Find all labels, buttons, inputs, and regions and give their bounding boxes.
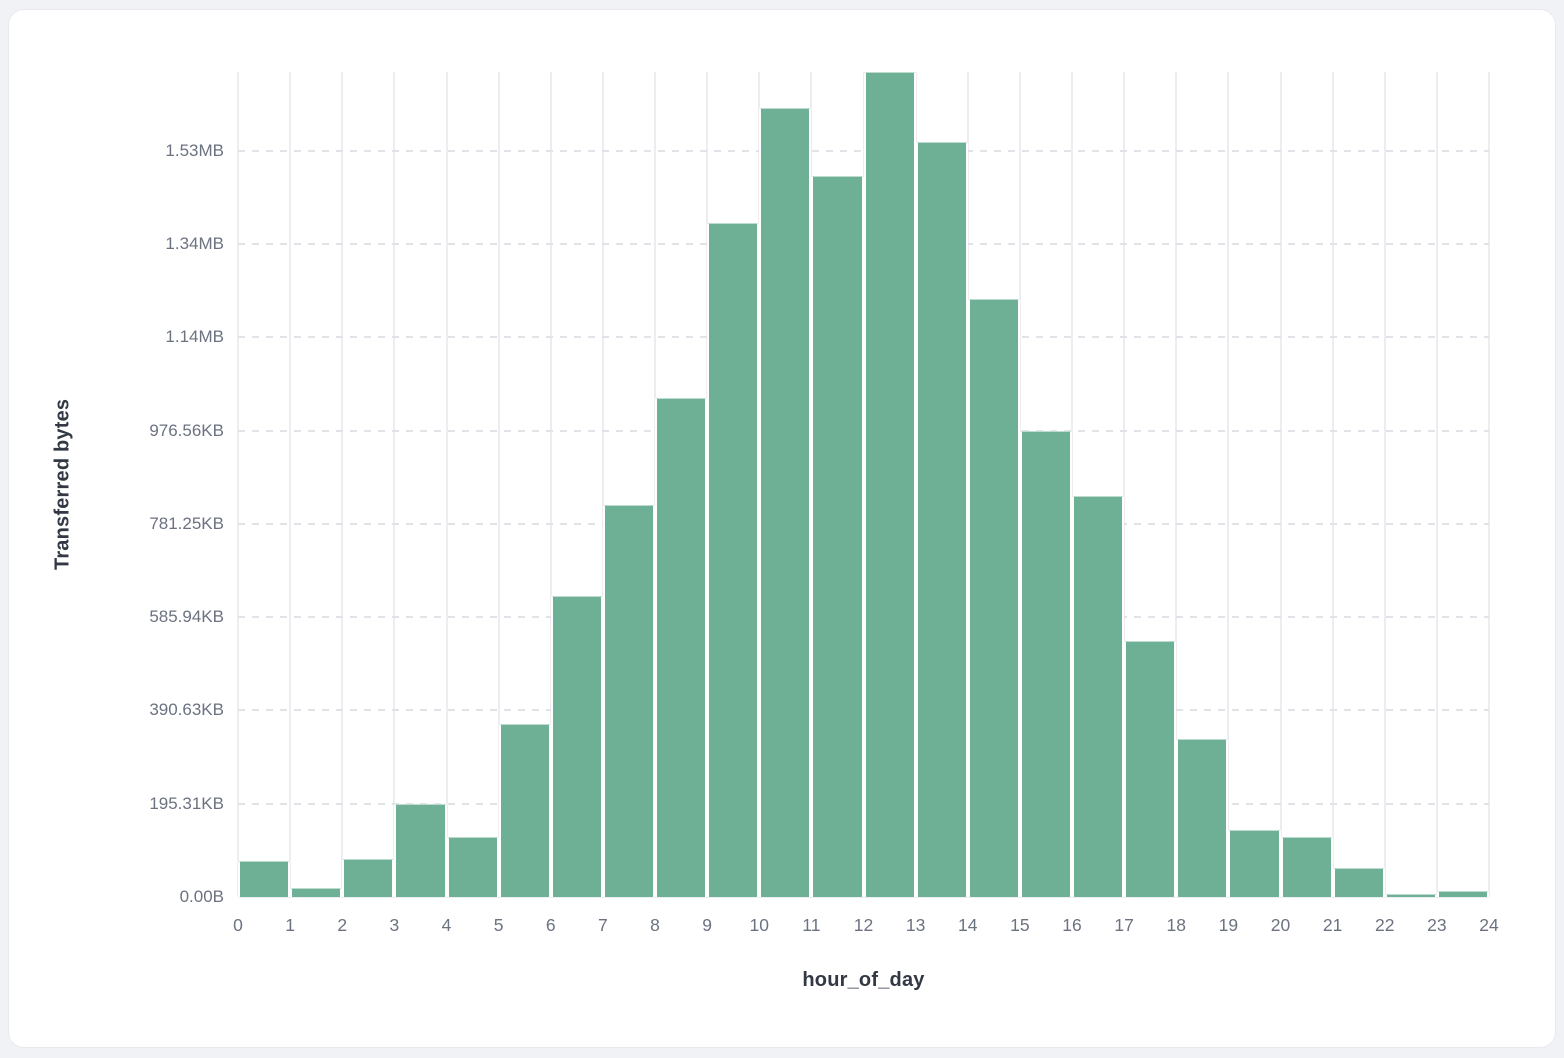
- y-axis-tick-labels: 0.00B 195.31KB 390.63KB 585.94KB 781.25KB 976…: [0, 72, 224, 906]
- x-tick-label: 18: [1166, 915, 1186, 935]
- y-tick-label: 0.00B: [179, 887, 224, 906]
- bar-hour-11[interactable]: [811, 176, 864, 897]
- bar-hour-17[interactable]: [1124, 640, 1177, 897]
- y-tick-label: 976.56KB: [149, 420, 224, 440]
- x-tick-label: 19: [1218, 915, 1239, 935]
- y-tick-label: 195.31KB: [149, 793, 224, 813]
- bar-hour-1[interactable]: [290, 888, 343, 897]
- x-tick-label: 17: [1114, 915, 1134, 935]
- bar-hour-20[interactable]: [1280, 837, 1333, 897]
- x-axis-line: [238, 897, 1489, 898]
- x-tick-label: 20: [1270, 915, 1291, 935]
- bar-hour-7[interactable]: [602, 504, 655, 897]
- vertical-gridline: [1331, 72, 1334, 897]
- bar-hour-2[interactable]: [342, 859, 395, 897]
- x-tick-label: 0: [233, 915, 243, 935]
- bar-hour-0[interactable]: [238, 861, 291, 897]
- bar-hour-13[interactable]: [915, 141, 968, 897]
- bar-hour-4[interactable]: [446, 837, 499, 897]
- bar-hour-12[interactable]: [863, 72, 916, 897]
- vertical-gridline: [1123, 72, 1126, 897]
- bar-hour-8[interactable]: [655, 397, 708, 897]
- bar-hour-22[interactable]: [1384, 894, 1437, 897]
- x-tick-label: 2: [337, 915, 348, 935]
- bar-hour-16[interactable]: [1072, 496, 1125, 897]
- x-tick-label: 10: [749, 915, 769, 935]
- x-tick-label: 12: [853, 915, 874, 935]
- x-tick-label: 8: [650, 915, 660, 935]
- vertical-gridline: [341, 72, 344, 897]
- x-tick-label: 6: [545, 915, 556, 935]
- x-tick-label: 5: [493, 915, 504, 935]
- bar-hour-3[interactable]: [394, 804, 447, 897]
- x-tick-label: 15: [1010, 915, 1030, 935]
- x-tick-label: 22: [1375, 915, 1395, 935]
- bars-layer: [238, 72, 1489, 897]
- bar-hour-18[interactable]: [1176, 739, 1229, 897]
- x-tick-label: 3: [389, 915, 400, 935]
- y-tick-label: 1.34MB: [165, 234, 224, 254]
- vertical-gridline: [1227, 72, 1230, 897]
- bar-hour-23[interactable]: [1436, 890, 1489, 897]
- vertical-gridline: [393, 72, 396, 897]
- bar-hour-10[interactable]: [759, 107, 812, 897]
- y-tick-label: 781.25KB: [149, 513, 224, 533]
- x-tick-label: 4: [441, 915, 452, 935]
- bar-hour-21[interactable]: [1332, 868, 1385, 897]
- x-tick-label: 23: [1427, 915, 1447, 935]
- y-tick-label: 585.94KB: [149, 607, 224, 627]
- vertical-gridline: [497, 72, 500, 897]
- bar-hour-6[interactable]: [550, 596, 603, 897]
- vertical-gridline: [1175, 72, 1178, 897]
- plot-area: [237, 72, 1490, 898]
- x-tick-label: 13: [905, 915, 926, 935]
- x-tick-label: 11: [802, 915, 821, 935]
- vertical-gridline: [1279, 72, 1282, 897]
- x-tick-label: 7: [598, 915, 608, 935]
- bar-hour-19[interactable]: [1228, 830, 1281, 897]
- x-axis-tick-labels: 0 1 2 3 4 5 6 7 8 9 10 11 12 13 14 15 16 17 18 19 20 21 22 23 24: [233, 914, 1499, 938]
- vertical-gridline: [237, 72, 239, 897]
- y-tick-label: 1.53MB: [165, 140, 224, 160]
- vertical-gridline: [601, 72, 604, 897]
- vertical-gridline: [1383, 72, 1386, 897]
- y-tick-label: 1.14MB: [165, 327, 224, 347]
- bar-hour-5[interactable]: [498, 724, 551, 897]
- vertical-gridline: [445, 72, 448, 897]
- bar-hour-9[interactable]: [707, 223, 760, 897]
- x-tick-label: 9: [702, 915, 712, 935]
- x-axis-title: hour_of_day: [802, 969, 925, 991]
- vertical-gridline: [1071, 72, 1073, 897]
- x-tick-label: 14: [958, 915, 978, 935]
- y-tick-label: 390.63KB: [149, 700, 224, 720]
- x-tick-label: 1: [285, 915, 295, 935]
- vertical-gridline: [289, 72, 292, 897]
- x-tick-label: 21: [1322, 915, 1343, 935]
- x-tick-label: 16: [1062, 915, 1082, 935]
- x-tick-label: 24: [1479, 915, 1499, 935]
- vertical-gridline: [1435, 72, 1438, 897]
- bar-hour-14[interactable]: [967, 298, 1020, 897]
- bar-hour-15[interactable]: [1019, 430, 1072, 897]
- vertical-gridline: [1488, 72, 1490, 897]
- vertical-gridline: [549, 72, 552, 897]
